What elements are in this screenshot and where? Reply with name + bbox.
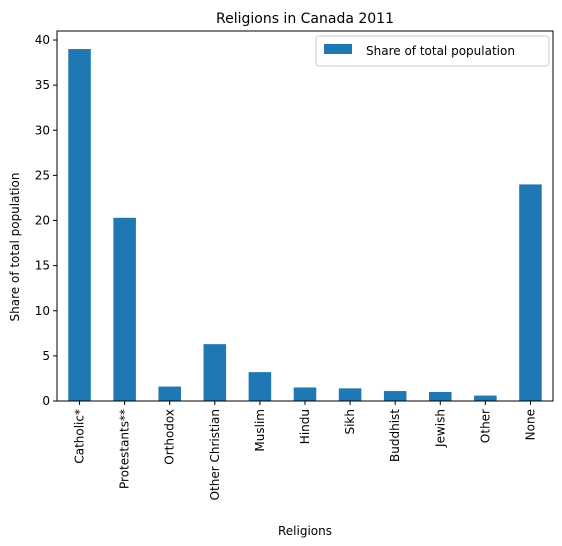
bar-catholic: [68, 49, 91, 402]
bars: [68, 49, 542, 402]
y-tick-label: 25: [35, 168, 50, 182]
y-tick-label: 10: [35, 304, 50, 318]
legend-label: Share of total population: [366, 44, 515, 58]
x-tick-label: Catholic*: [73, 409, 87, 464]
y-tick-label: 35: [35, 78, 50, 92]
x-tick-label: Buddhist: [388, 409, 402, 462]
legend-swatch: [324, 44, 352, 54]
bar-protestants: [113, 217, 136, 401]
legend: Share of total population: [315, 35, 550, 67]
y-tick-label: 30: [35, 123, 50, 137]
x-tick-label: Other: [478, 409, 492, 443]
x-tick-label: None: [523, 409, 537, 440]
y-tick-label: 0: [42, 394, 50, 408]
y-axis: 0 5 10 15 20 25 30 35 40: [35, 33, 57, 408]
x-tick-label: Hindu: [298, 409, 312, 444]
x-tick-label: Other Christian: [208, 409, 222, 500]
legend-box: [315, 35, 550, 67]
x-tick-label: Protestants**: [118, 409, 132, 489]
chart-title: Religions in Canada 2011: [216, 11, 394, 27]
plot-frame: [56, 30, 554, 402]
bar-other-christian: [203, 344, 227, 401]
bar-orthodox: [158, 386, 181, 401]
x-tick-label: Orthodox: [163, 409, 177, 465]
bar-hindu: [293, 387, 317, 401]
x-tick-label: Sikh: [343, 409, 357, 435]
bar-jewish: [429, 391, 452, 401]
bar-none: [519, 184, 542, 401]
y-tick-label: 40: [35, 33, 50, 47]
bar-muslim: [248, 372, 272, 401]
y-tick-label: 5: [42, 349, 50, 363]
y-tick-label: 20: [35, 214, 50, 228]
x-tick-label: Jewish: [433, 409, 447, 448]
bar-sikh: [338, 388, 362, 401]
y-tick-label: 15: [35, 259, 50, 273]
x-tick-label: Muslim: [253, 409, 267, 452]
bar-buddhist: [383, 391, 407, 401]
y-axis-label: Share of total population: [8, 173, 22, 322]
x-axis-label: Religions: [278, 524, 332, 538]
x-axis: Catholic* Protestants** Orthodox Other Chri…: [73, 401, 537, 500]
bar-other: [474, 395, 497, 401]
